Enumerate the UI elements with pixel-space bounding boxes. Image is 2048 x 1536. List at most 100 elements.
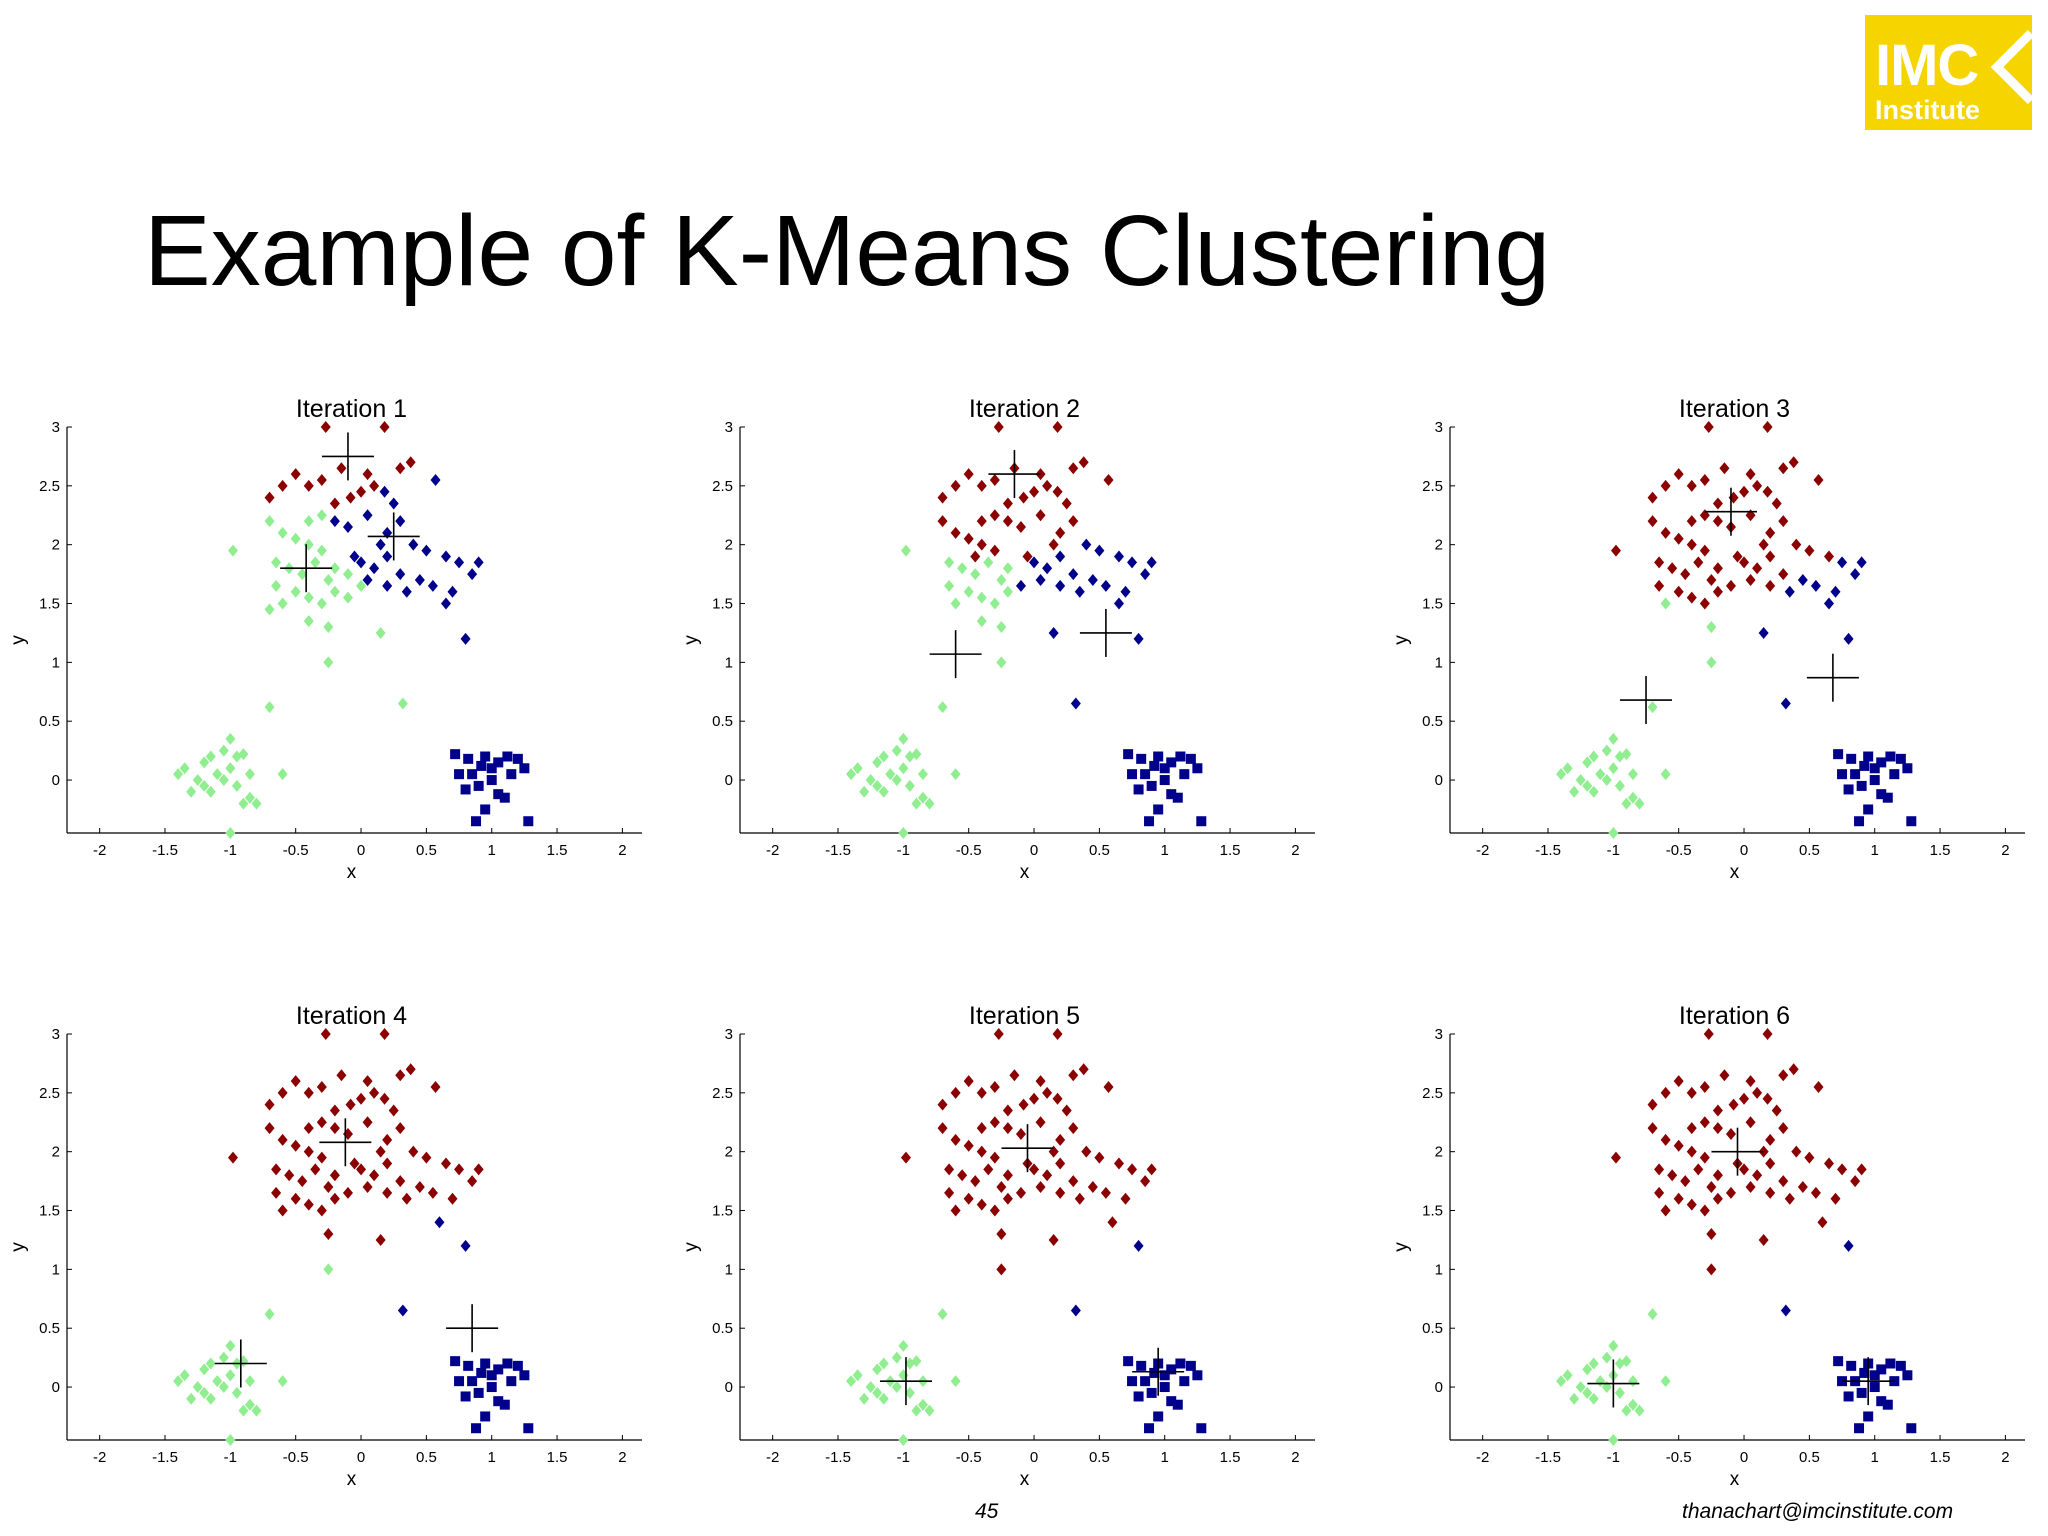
data-point-red-diamond [1015, 521, 1026, 534]
x-tick-label: 1 [1161, 842, 1169, 859]
data-point-red-diamond [1686, 591, 1697, 604]
data-point-green-diamond [1621, 1404, 1632, 1417]
data-point-blue-square [519, 763, 530, 774]
data-point-green-diamond [872, 779, 883, 792]
data-point-red-diamond [395, 1175, 406, 1188]
data-point-red-diamond [303, 1122, 314, 1135]
data-point-red-diamond [1762, 1028, 1773, 1040]
data-point-red-diamond [1778, 1122, 1789, 1135]
x-tick-label: -1 [224, 842, 237, 859]
data-point-red-diamond [1791, 1145, 1802, 1158]
data-point-green-diamond [1660, 1375, 1671, 1388]
data-point-blue-diamond [1784, 585, 1795, 598]
data-point-blue-diamond [1133, 1239, 1144, 1252]
data-point-green-diamond [342, 568, 353, 581]
x-tick-label: 2 [618, 1449, 626, 1466]
data-point-red-diamond [1002, 1169, 1013, 1182]
x-tick-label: 0 [1740, 842, 1748, 859]
data-point-blue-diamond [1048, 626, 1059, 639]
data-point-blue-square [480, 1358, 491, 1369]
data-point-red-diamond [1068, 1175, 1079, 1188]
data-point-red-diamond [983, 1163, 994, 1176]
data-point-green-diamond [1647, 1308, 1658, 1321]
logo-text-imc: IMC [1875, 33, 1979, 98]
data-point-green-diamond [231, 1386, 242, 1399]
data-point-green-diamond [846, 1375, 857, 1388]
data-point-red-diamond [303, 479, 314, 492]
data-point-blue-square [476, 1367, 487, 1378]
x-tick-label: 1.5 [1930, 842, 1951, 859]
data-point-red-diamond [277, 1204, 288, 1217]
data-point-blue-square [499, 792, 510, 803]
data-point-red-diamond [316, 473, 327, 486]
data-point-blue-diamond [1094, 544, 1105, 557]
data-point-red-diamond [1660, 1086, 1671, 1099]
chart-title: Iteration 3 [1679, 395, 1790, 423]
data-point-blue-diamond [454, 556, 465, 569]
data-point-blue-diamond [460, 1239, 471, 1252]
data-point-red-diamond [1758, 1145, 1769, 1158]
data-point-red-diamond [950, 526, 961, 539]
data-point-blue-square [493, 1364, 504, 1375]
data-point-red-diamond [310, 1163, 321, 1176]
data-point-green-diamond [205, 750, 216, 763]
x-tick-label: -0.5 [283, 1449, 309, 1466]
data-point-red-diamond [1686, 1122, 1697, 1135]
data-point-blue-square [1863, 1411, 1874, 1422]
data-point-green-diamond [1588, 750, 1599, 763]
data-point-green-diamond [251, 797, 262, 810]
data-point-red-diamond [430, 1080, 441, 1093]
data-point-green-diamond [898, 1369, 909, 1382]
data-point-blue-diamond [1810, 579, 1821, 592]
data-point-green-diamond [989, 597, 1000, 610]
data-point-red-diamond [1788, 456, 1799, 469]
data-point-red-diamond [1018, 1098, 1029, 1111]
data-point-red-diamond [976, 1198, 987, 1211]
data-point-green-diamond [290, 532, 301, 545]
data-point-red-diamond [467, 1175, 478, 1188]
data-point-blue-square [1876, 757, 1887, 768]
data-point-blue-square [1902, 763, 1913, 774]
data-point-red-diamond [375, 1233, 386, 1246]
y-tick-label: 3 [725, 419, 733, 436]
data-point-green-diamond [192, 1381, 203, 1394]
x-axis-label: x [347, 1469, 357, 1490]
data-point-blue-square [493, 789, 504, 800]
data-point-blue-square [1153, 804, 1164, 815]
data-point-red-diamond [1052, 1092, 1063, 1105]
data-point-blue-square [1146, 780, 1157, 791]
data-point-green-diamond [1647, 701, 1658, 714]
y-tick-label: 1 [725, 1261, 733, 1278]
data-point-red-diamond [277, 1086, 288, 1099]
data-point-blue-diamond [1081, 538, 1092, 551]
x-tick-label: -2 [1476, 842, 1489, 859]
data-point-green-diamond [1582, 779, 1593, 792]
data-point-green-diamond [303, 515, 314, 528]
data-point-red-diamond [1739, 556, 1750, 569]
data-point-red-diamond [405, 456, 416, 469]
data-point-red-diamond [227, 1151, 238, 1164]
data-point-blue-diamond [1068, 568, 1079, 581]
data-point-red-diamond [1002, 497, 1013, 510]
data-point-blue-square [467, 1376, 478, 1387]
data-point-red-diamond [1660, 1204, 1671, 1217]
data-point-green-diamond [205, 1357, 216, 1370]
data-point-blue-diamond [1035, 573, 1046, 586]
data-point-blue-diamond [434, 1216, 445, 1229]
y-tick-label: 3 [1435, 419, 1443, 436]
data-point-red-diamond [1712, 1104, 1723, 1117]
data-point-green-diamond [297, 568, 308, 581]
data-point-red-diamond [1830, 1192, 1841, 1205]
data-point-blue-square [1856, 1387, 1867, 1398]
data-point-red-diamond [264, 491, 275, 504]
data-point-blue-square [1833, 749, 1844, 760]
data-point-green-diamond [898, 1339, 909, 1352]
data-point-red-diamond [1752, 1169, 1763, 1182]
chart-title: Iteration 4 [296, 1002, 407, 1030]
data-point-red-diamond [277, 479, 288, 492]
data-point-green-diamond [1588, 785, 1599, 798]
data-point-red-diamond [1068, 515, 1079, 528]
data-point-blue-square [1172, 1399, 1183, 1410]
data-point-red-diamond [1042, 1169, 1053, 1182]
data-point-red-diamond [1837, 1163, 1848, 1176]
